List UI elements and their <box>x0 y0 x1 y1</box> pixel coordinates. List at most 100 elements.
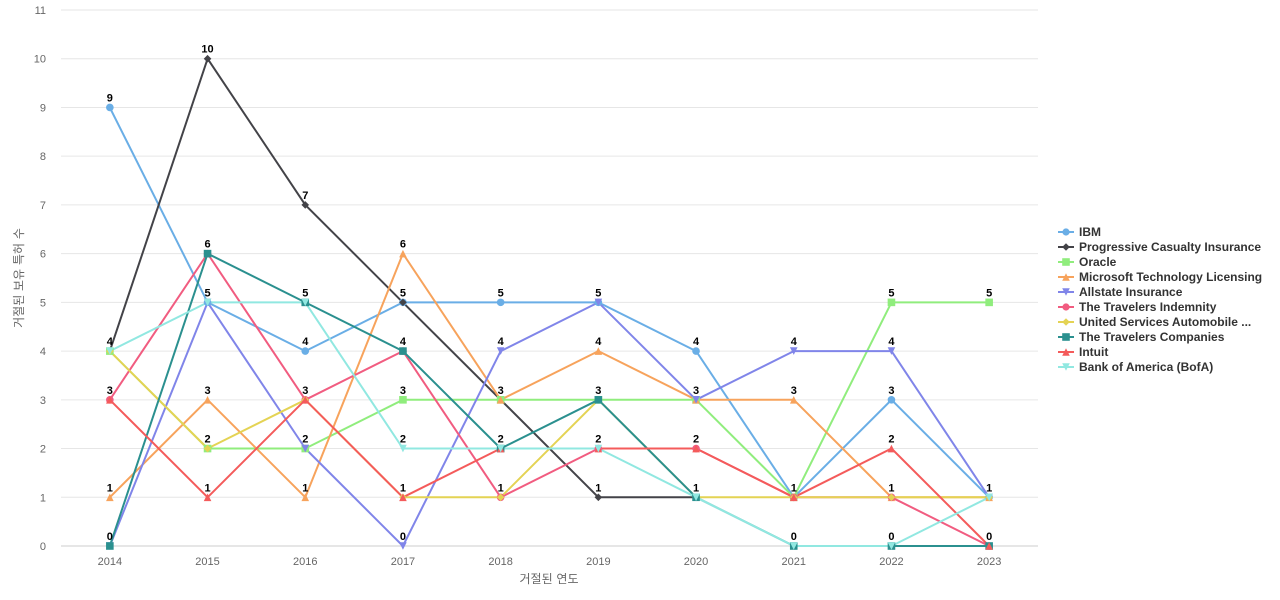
data-point[interactable] <box>594 396 603 404</box>
data-point[interactable] <box>496 298 505 307</box>
data-label: 4 <box>400 336 407 348</box>
data-label: 1 <box>888 482 894 494</box>
legend-swatch <box>1058 347 1074 356</box>
data-point[interactable] <box>399 396 407 404</box>
legend-label: United Services Automobile ... <box>1079 314 1252 329</box>
data-label: 6 <box>400 239 406 251</box>
data-label: 2 <box>302 434 308 446</box>
data-point[interactable] <box>203 493 212 502</box>
data-point[interactable] <box>887 396 896 404</box>
data-point[interactable] <box>594 493 603 502</box>
y-tick-label: 1 <box>40 492 46 504</box>
data-point[interactable] <box>106 347 114 355</box>
x-tick-label: 2023 <box>977 556 1001 568</box>
data-point[interactable] <box>203 396 212 404</box>
data-point[interactable] <box>399 444 407 453</box>
data-point[interactable] <box>399 249 407 258</box>
data-point[interactable] <box>301 444 310 453</box>
data-point[interactable] <box>887 444 896 453</box>
data-label: 3 <box>204 385 210 397</box>
data-point[interactable] <box>203 298 212 307</box>
data-point[interactable] <box>594 444 603 453</box>
data-label: 2 <box>498 434 504 446</box>
legend-item[interactable]: United Services Automobile ... <box>1058 314 1280 329</box>
data-label: 5 <box>595 287 601 299</box>
data-point[interactable] <box>301 493 310 502</box>
data-point[interactable] <box>496 396 505 404</box>
data-point[interactable] <box>106 542 114 550</box>
data-point[interactable] <box>594 347 603 355</box>
series-line <box>108 301 991 547</box>
data-point[interactable] <box>496 347 505 355</box>
data-point[interactable] <box>301 201 310 209</box>
data-point[interactable] <box>789 493 798 502</box>
data-point[interactable] <box>692 444 700 453</box>
y-tick-label: 6 <box>40 249 46 261</box>
data-point[interactable] <box>789 347 798 355</box>
data-point[interactable] <box>399 298 407 307</box>
data-label: 3 <box>400 385 406 397</box>
data-point[interactable] <box>496 493 505 502</box>
legend-label: Allstate Insurance <box>1079 284 1183 299</box>
grid-lines <box>61 9 1038 547</box>
data-label: 3 <box>888 385 894 397</box>
data-point[interactable] <box>301 298 310 307</box>
data-label: 4 <box>107 336 114 348</box>
data-label: 2 <box>595 434 601 446</box>
data-point[interactable] <box>496 444 505 453</box>
x-axis-title: 거절된 연도 <box>519 572 578 586</box>
data-labels: 9431010653217543216543210543215432143214… <box>107 44 992 543</box>
data-point[interactable] <box>399 347 407 355</box>
legend-item[interactable]: The Travelers Companies <box>1058 329 1280 344</box>
data-point[interactable] <box>203 444 212 453</box>
legend-label: Microsoft Technology Licensing <box>1079 269 1263 284</box>
data-point[interactable] <box>789 542 798 550</box>
legend-item[interactable]: Allstate Insurance <box>1058 284 1280 299</box>
data-point[interactable] <box>399 493 407 502</box>
data-point[interactable] <box>106 103 114 112</box>
legend-label: Progressive Casualty Insurance <box>1079 239 1262 254</box>
data-point[interactable] <box>887 347 896 355</box>
data-label: 4 <box>693 336 700 348</box>
data-point[interactable] <box>106 493 114 502</box>
data-point[interactable] <box>789 396 798 404</box>
data-point[interactable] <box>692 493 700 502</box>
data-point[interactable] <box>399 542 407 550</box>
legend-swatch <box>1058 362 1074 371</box>
data-point[interactable] <box>692 396 700 404</box>
legend-swatch <box>1058 242 1074 251</box>
data-point[interactable] <box>301 347 310 355</box>
data-label: 1 <box>400 482 406 494</box>
data-label: 7 <box>302 190 308 202</box>
legend-item[interactable]: Intuit <box>1058 344 1280 359</box>
data-point[interactable] <box>692 347 700 355</box>
data-point[interactable] <box>301 396 310 404</box>
legend-item[interactable]: Bank of America (BofA) <box>1058 359 1280 374</box>
data-point[interactable] <box>887 298 896 307</box>
legend-label: Bank of America (BofA) <box>1079 359 1214 374</box>
data-label: 3 <box>791 385 797 397</box>
y-tick-label: 11 <box>35 5 46 17</box>
legend-label: The Travelers Indemnity <box>1079 299 1217 314</box>
legend-item[interactable]: IBM <box>1058 224 1280 239</box>
data-point[interactable] <box>985 542 993 550</box>
data-label: 10 <box>201 44 213 56</box>
data-point[interactable] <box>887 493 896 502</box>
data-point[interactable] <box>985 493 993 502</box>
data-label: 2 <box>400 434 406 446</box>
data-point[interactable] <box>985 298 993 307</box>
legend-item[interactable]: The Travelers Indemnity <box>1058 299 1280 314</box>
data-label: 0 <box>986 531 992 543</box>
y-tick-label: 4 <box>40 346 46 358</box>
legend-item[interactable]: Progressive Casualty Insurance <box>1058 239 1280 254</box>
data-label: 2 <box>204 434 210 446</box>
data-label: 1 <box>107 482 113 494</box>
data-point[interactable] <box>106 396 114 404</box>
data-point[interactable] <box>594 298 603 307</box>
data-point[interactable] <box>203 54 212 63</box>
data-point[interactable] <box>203 249 212 258</box>
legend-item[interactable]: Oracle <box>1058 254 1280 269</box>
data-point[interactable] <box>887 542 896 550</box>
legend-item[interactable]: Microsoft Technology Licensing <box>1058 269 1280 284</box>
